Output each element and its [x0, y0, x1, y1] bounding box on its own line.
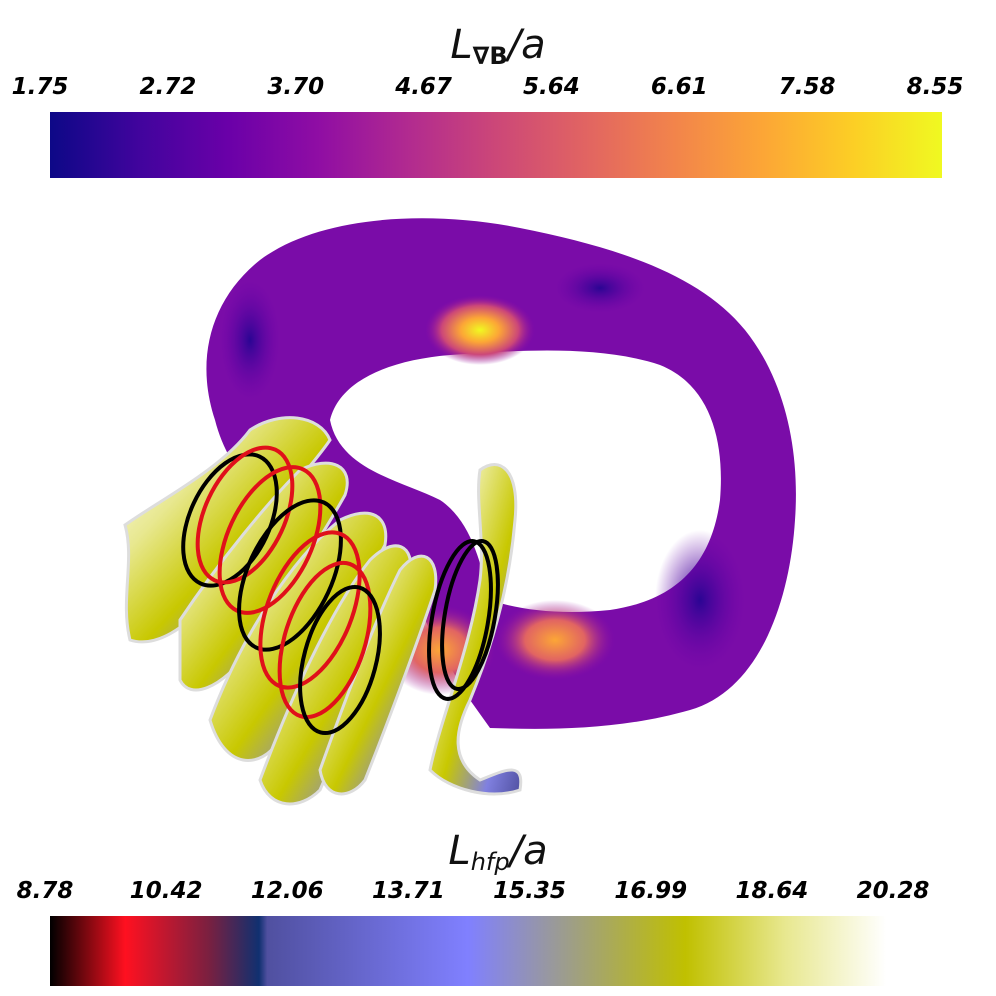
bottom-tick-2: 12.06 — [250, 878, 324, 904]
bottom-tick-7: 20.28 — [856, 878, 930, 904]
bottom-tick-3: 13.71 — [372, 878, 445, 904]
coil-black-3 — [298, 584, 382, 736]
bottom-title-tail: /a — [509, 828, 548, 874]
bottom-tick-5: 16.99 — [614, 878, 688, 904]
warm-spot-right — [495, 600, 615, 680]
top-tick-0: 1.75 — [11, 74, 69, 100]
hot-spot-top — [425, 295, 535, 365]
bottom-tick-1: 10.42 — [129, 878, 203, 904]
bottom-tick-6: 18.64 — [735, 878, 809, 904]
bottom-colorbar-ticks: 8.78 10.42 12.06 13.71 15.35 16.99 18.64 20.28 — [0, 878, 996, 908]
plasma-surface — [206, 218, 796, 729]
top-tick-5: 6.61 — [650, 74, 708, 100]
top-tick-1: 2.72 — [139, 74, 197, 100]
top-title-tail: /a — [507, 22, 546, 68]
bottom-colorbar — [50, 916, 886, 986]
top-title-main: L — [450, 22, 473, 68]
fin-6 — [428, 463, 523, 796]
top-tick-6: 7.58 — [778, 74, 836, 100]
bottom-title-main: L — [448, 828, 471, 874]
top-colorbar-title: L∇B/a — [0, 22, 996, 70]
coil-black-1 — [181, 452, 279, 588]
coil-black-5 — [440, 539, 500, 691]
bottom-tick-0: 8.78 — [16, 878, 74, 904]
cold-spot-right — [655, 530, 745, 670]
coil-red-4 — [277, 560, 373, 720]
top-tick-3: 4.67 — [395, 74, 452, 100]
stellarator-scene — [123, 218, 796, 806]
coil-black-2 — [237, 498, 343, 652]
coil-winding-surfaces — [123, 416, 523, 806]
bottom-colorbar-title: Lhfp/a — [0, 828, 996, 876]
top-tick-4: 5.64 — [523, 74, 580, 100]
bottom-tick-4: 15.35 — [493, 878, 566, 904]
fin-2 — [178, 461, 349, 692]
coil-red-2 — [217, 465, 323, 615]
cold-spot-top — [555, 263, 645, 313]
coil-black-4 — [427, 539, 493, 701]
top-tick-2: 3.70 — [267, 74, 325, 100]
top-title-sub: ∇B — [472, 42, 508, 70]
top-tick-7: 8.55 — [906, 74, 964, 100]
top-colorbar-ticks: 1.75 2.72 3.70 4.67 5.64 6.61 7.58 8.55 — [0, 74, 996, 104]
bottom-title-sub: hfp — [470, 848, 510, 876]
top-colorbar — [50, 112, 942, 178]
coil-red-1 — [195, 445, 295, 585]
cold-spot-left — [220, 280, 280, 400]
coils — [181, 445, 500, 736]
